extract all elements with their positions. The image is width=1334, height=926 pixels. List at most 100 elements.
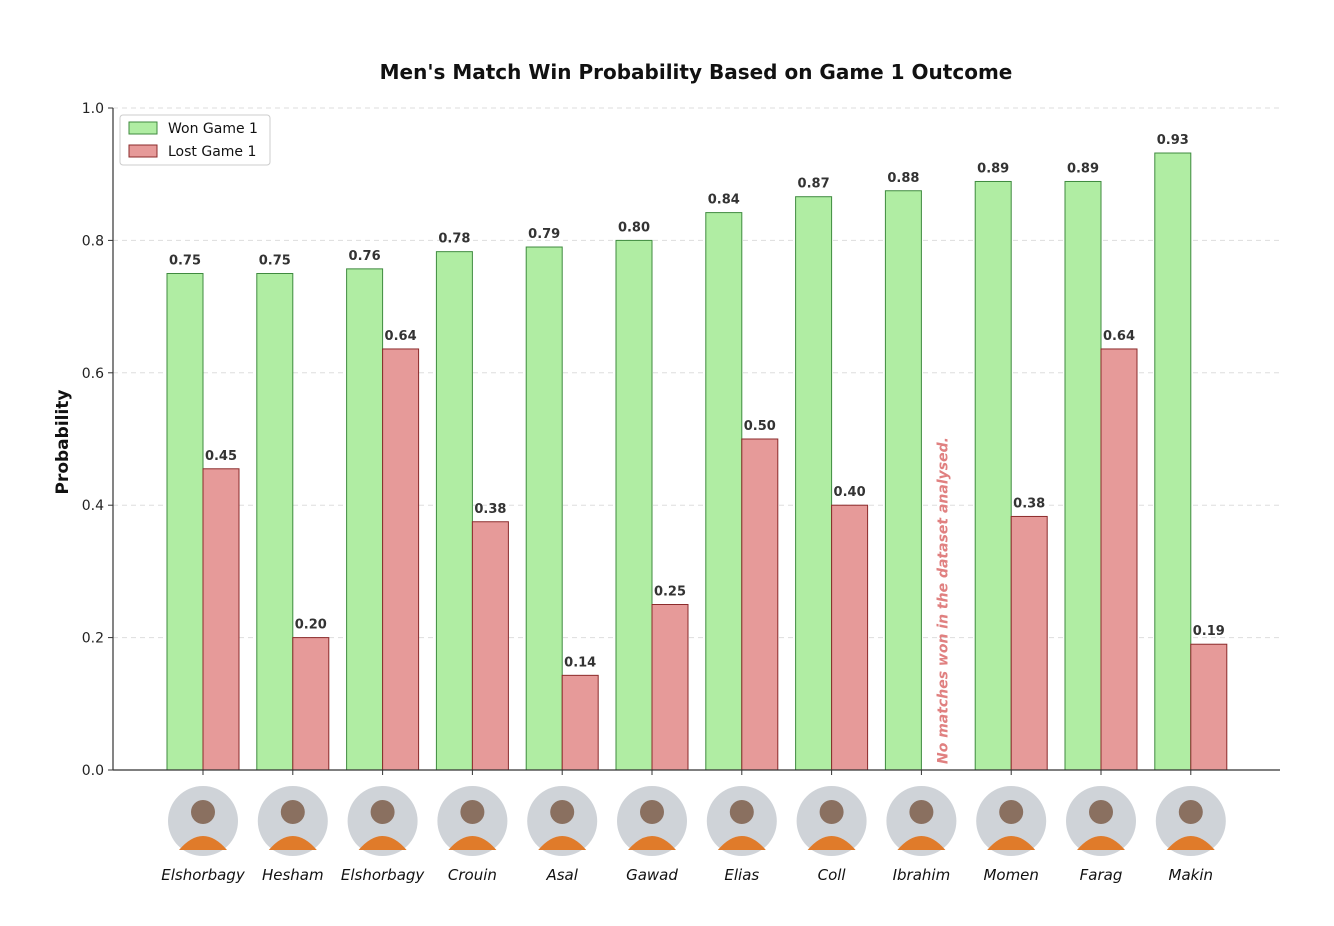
data-label: 0.88: [887, 171, 919, 186]
data-label: 0.89: [1067, 161, 1099, 176]
bar-lost-game-1: [471, 521, 509, 771]
x-category-label: Hesham: [262, 866, 324, 884]
data-label: 0.75: [169, 254, 201, 269]
bars: [166, 152, 1228, 771]
legend: Won Game 1 Lost Game 1: [119, 114, 271, 166]
legend-swatch: [128, 144, 158, 158]
bar-won-game-1: [884, 190, 922, 771]
data-label: 0.40: [834, 485, 866, 500]
player-photo-icon: [437, 786, 508, 856]
avatar-head: [191, 800, 215, 824]
player-photo-icon: [706, 786, 777, 856]
bar-won-game-1: [615, 239, 653, 771]
avatar-head: [819, 800, 844, 824]
data-label: 0.38: [474, 502, 506, 517]
data-label: 0.64: [385, 329, 417, 344]
player-photo-icon: [168, 786, 238, 856]
bar-won-game-1: [795, 196, 833, 771]
bar-lost-game-1: [561, 674, 599, 771]
avatar-shoulders: [268, 836, 317, 850]
y-tick-label: 0.4: [82, 498, 104, 514]
data-label: 0.79: [528, 227, 560, 242]
bar-lost-game-1: [202, 468, 240, 771]
avatar-shoulders: [448, 836, 497, 850]
player-photo-icon: [796, 786, 867, 856]
x-category-label: Elshorbagy: [341, 866, 426, 884]
legend-entry: Lost Game 1: [168, 144, 256, 160]
avatar-shoulders: [628, 836, 676, 850]
data-labels: 0.75 0.45 0.75 0.20 0.76 0.64 0.78 0.38 0.79 0.14…: [169, 133, 1225, 670]
bar-won-game-1: [974, 180, 1012, 771]
x-category-label: Elshorbagy: [161, 866, 246, 884]
bar-won-game-1: [525, 246, 563, 771]
y-tick-label: 0.2: [82, 631, 104, 647]
avatar-head: [999, 800, 1024, 824]
legend-swatch: [128, 121, 158, 135]
bar-won-game-1: [346, 268, 384, 771]
bar-lost-game-1: [292, 637, 330, 771]
player-photo-icon: [617, 786, 687, 856]
x-category-label: Crouin: [448, 866, 497, 884]
avatar-head: [460, 800, 485, 824]
x-category-label: Gawad: [626, 866, 678, 884]
avatar-head: [550, 800, 575, 824]
avatar-head: [1178, 800, 1203, 824]
data-label: 0.87: [798, 177, 830, 192]
annotation-no-matches: No matches won in the dataset analysed.: [935, 437, 951, 764]
y-tick-label: 0.6: [82, 366, 104, 382]
bar-lost-game-1: [741, 438, 779, 771]
avatar-shoulders: [358, 836, 407, 850]
bar-won-game-1: [1154, 152, 1192, 771]
x-category-label: Elias: [724, 866, 759, 884]
data-label: 0.75: [259, 254, 291, 269]
avatar-shoulders: [717, 836, 766, 850]
x-category-label: Coll: [818, 866, 847, 884]
avatar-shoulders: [179, 836, 227, 850]
bar-won-game-1: [705, 212, 743, 771]
avatar-shoulders: [807, 836, 856, 850]
avatar-shoulders: [538, 836, 587, 850]
avatar-shoulders: [987, 836, 1036, 850]
player-photo-icon: [527, 786, 598, 856]
data-label: 0.38: [1013, 496, 1045, 511]
data-label: 0.76: [349, 249, 381, 264]
player-photo-icon: [257, 786, 328, 856]
avatar-head: [729, 800, 754, 824]
y-tick-label: 1.0: [82, 101, 104, 117]
data-label: 0.80: [618, 220, 650, 235]
y-tick-label: 0.0: [82, 763, 104, 779]
bar-lost-game-1: [1010, 515, 1048, 771]
player-photo-icon: [976, 786, 1047, 856]
bar-won-game-1: [1064, 180, 1102, 771]
avatar-shoulders: [1077, 836, 1125, 850]
bar-lost-game-1: [831, 504, 869, 771]
data-label: 0.93: [1157, 133, 1189, 148]
player-photo-icon: [1155, 786, 1226, 856]
avatar-head: [370, 800, 395, 824]
avatar-shoulders: [897, 836, 946, 850]
bar-lost-game-1: [651, 604, 689, 771]
x-category-label: Ibrahim: [893, 866, 951, 884]
data-label: 0.19: [1193, 624, 1225, 639]
y-axis-label: Probability: [53, 389, 73, 494]
legend-entry: Won Game 1: [168, 121, 258, 137]
data-label: 0.64: [1103, 329, 1135, 344]
player-photo-icon: [1066, 786, 1136, 856]
avatar-head: [909, 800, 934, 824]
player-photo-icon: [347, 786, 418, 856]
data-label: 0.14: [564, 655, 596, 670]
bar-lost-game-1: [1100, 348, 1138, 771]
data-label: 0.84: [708, 193, 740, 208]
bar-lost-game-1: [382, 348, 420, 771]
data-label: 0.78: [438, 232, 470, 247]
x-category-label: Momen: [983, 866, 1038, 884]
chart-title: Men's Match Win Probability Based on Gam…: [380, 60, 1013, 84]
player-photo-icon: [886, 786, 957, 856]
avatar-head: [1089, 800, 1113, 824]
data-label: 0.50: [744, 419, 776, 434]
data-label: 0.20: [295, 618, 327, 633]
y-tick-label: 0.8: [82, 233, 104, 249]
axes: [112, 108, 1280, 771]
x-category-label: Asal: [545, 866, 578, 884]
